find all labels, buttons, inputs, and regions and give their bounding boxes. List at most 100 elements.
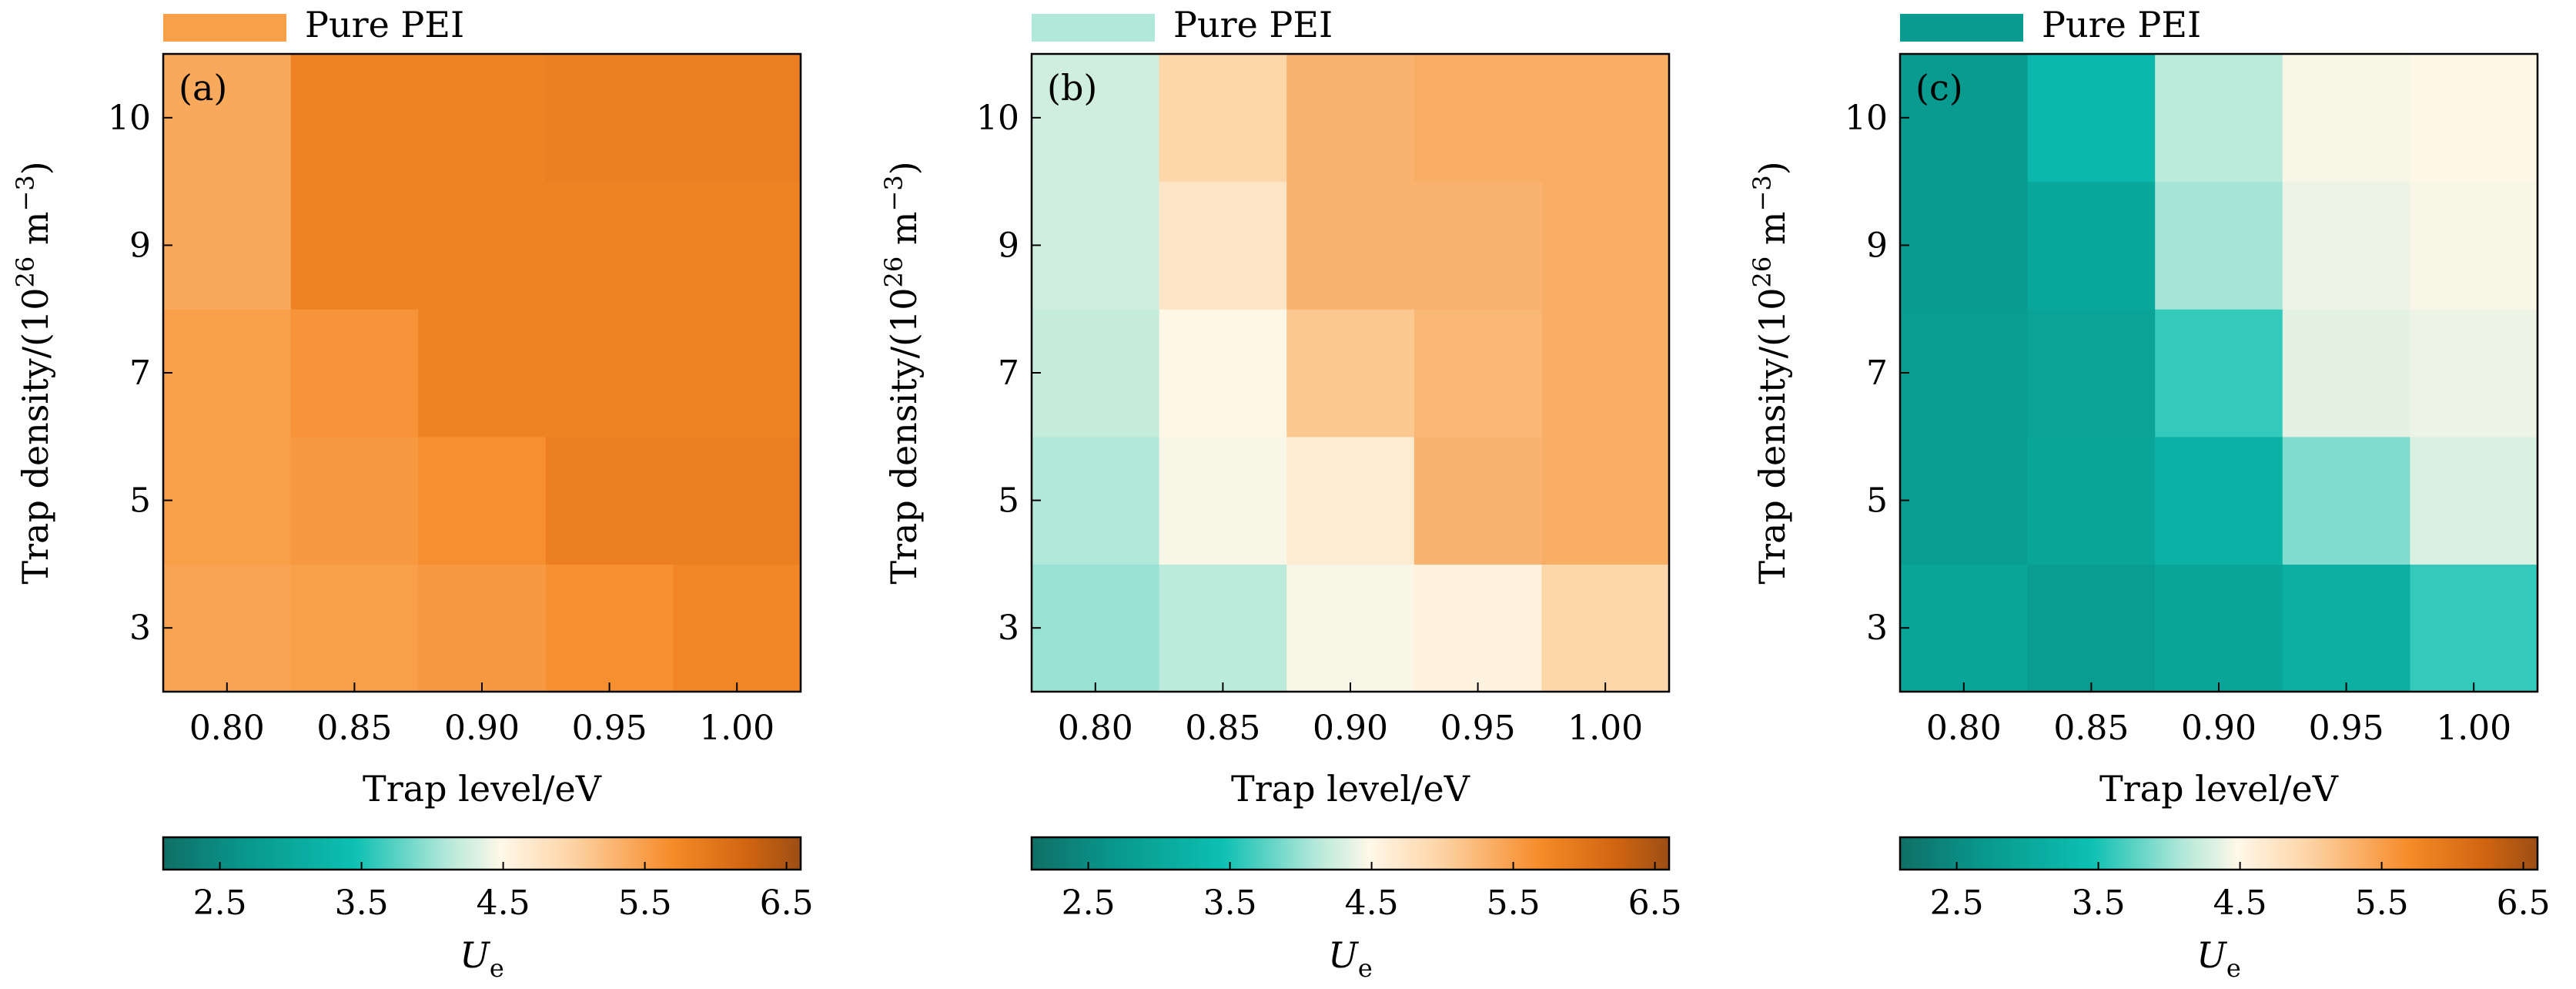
heatmap-cell bbox=[1900, 436, 2029, 565]
heatmap-cell bbox=[1032, 564, 1160, 692]
y-tick-label: 5 bbox=[129, 481, 151, 521]
legend-label: Pure PEI bbox=[2042, 4, 2201, 45]
y-label-main: Trap density/(10 bbox=[1751, 287, 1793, 584]
heatmap-panel-c: Pure PEI (c) 0.80 0.85 0.90 0.95 1.00 3 5 7 9 10 Tra… bbox=[1748, 4, 2551, 983]
heatmap-cell bbox=[1413, 181, 1542, 310]
heatmap-cell bbox=[1286, 309, 1415, 438]
heatmap-cell bbox=[673, 309, 801, 438]
y-axis-label: Trap density/(1026 m−3) bbox=[1748, 161, 1793, 584]
heatmap-cell bbox=[163, 181, 292, 310]
heatmap-cell bbox=[1541, 181, 1670, 310]
heatmap-cell bbox=[2155, 181, 2283, 310]
colorbar-label-sub: e bbox=[490, 954, 504, 983]
colorbar-tick-label: 5.5 bbox=[1487, 883, 1541, 923]
legend-swatch bbox=[163, 14, 286, 42]
x-tick-label: 0.85 bbox=[2053, 709, 2129, 748]
heatmap-cell bbox=[2027, 181, 2156, 310]
heatmap-cell bbox=[163, 564, 292, 692]
y-tick-label: 5 bbox=[998, 481, 1019, 521]
colorbar-label-main: U bbox=[460, 934, 491, 976]
heatmap-cell bbox=[1032, 181, 1160, 310]
heatmap-cell bbox=[1541, 54, 1670, 183]
heatmap-cell bbox=[1413, 54, 1542, 183]
x-tick-label: 0.90 bbox=[2181, 709, 2257, 748]
y-tick-label: 10 bbox=[1845, 99, 1888, 138]
heatmap-cell bbox=[545, 54, 674, 183]
y-label-exp1: 26 bbox=[1748, 256, 1777, 288]
y-tick-label: 3 bbox=[1866, 608, 1888, 648]
heatmap-cell bbox=[2027, 564, 2156, 692]
heatmap-cell bbox=[1541, 564, 1670, 692]
x-tick-label: 0.85 bbox=[316, 709, 392, 748]
colorbar-label-sub: e bbox=[1358, 954, 1373, 983]
colorbar-label: Ue bbox=[1328, 934, 1373, 983]
y-label-exp2: −3 bbox=[1748, 175, 1777, 211]
heatmap-cell bbox=[1413, 436, 1542, 565]
heatmap-cell bbox=[163, 54, 292, 183]
heatmap-panel-a: Pure PEI (a) 0.80 0.85 0.90 0.95 1.00 3 5 7 9 10 Tra… bbox=[11, 4, 814, 983]
heatmap-cell bbox=[545, 309, 674, 438]
heatmap-cell bbox=[163, 309, 292, 438]
x-axis-label: Trap level/eV bbox=[363, 768, 602, 810]
x-tick-label: 1.00 bbox=[1567, 709, 1643, 748]
heatmap-cell bbox=[1032, 436, 1160, 565]
heatmap-cell bbox=[2410, 564, 2538, 692]
legend-label: Pure PEI bbox=[1173, 4, 1333, 45]
heatmap-cell bbox=[418, 436, 547, 565]
heatmap-cell bbox=[1032, 309, 1160, 438]
colorbar-label: Ue bbox=[2196, 934, 2241, 983]
heatmap-cell bbox=[2027, 54, 2156, 183]
heatmap-cell bbox=[290, 564, 419, 692]
heatmap-cell bbox=[2282, 564, 2410, 692]
colorbar-label-main: U bbox=[1328, 934, 1360, 976]
y-label-exp2: −3 bbox=[879, 175, 908, 211]
heatmap-cell bbox=[1900, 181, 2029, 310]
colorbar-tick-label: 3.5 bbox=[1203, 883, 1257, 923]
y-label-end: ) bbox=[883, 161, 925, 175]
legend-label: Pure PEI bbox=[305, 4, 464, 45]
colorbar-label: Ue bbox=[460, 934, 504, 983]
y-label-mid: m bbox=[883, 211, 925, 256]
y-label-end: ) bbox=[1751, 161, 1793, 175]
heatmap-cell bbox=[290, 436, 419, 565]
heatmap-cell bbox=[673, 436, 801, 565]
colorbar-tick-label: 2.5 bbox=[193, 883, 247, 923]
heatmap-cell bbox=[673, 564, 801, 692]
colorbar-tick-label: 5.5 bbox=[618, 883, 672, 923]
colorbar-tick-label: 2.5 bbox=[1930, 883, 1984, 923]
x-tick-label: 0.80 bbox=[1926, 709, 2002, 748]
heatmap-cell bbox=[1159, 309, 1287, 438]
y-tick-label: 10 bbox=[976, 99, 1019, 138]
heatmap-cell bbox=[1413, 309, 1542, 438]
colorbar-tick-label: 5.5 bbox=[2355, 883, 2409, 923]
colorbar bbox=[1030, 836, 1671, 871]
heatmap-cell bbox=[1286, 181, 1415, 310]
heatmap-cell bbox=[1032, 54, 1160, 183]
x-tick-label: 0.80 bbox=[189, 709, 265, 748]
heatmap-cell bbox=[418, 54, 547, 183]
heatmap-cell bbox=[673, 181, 801, 310]
colorbar-tick-label: 4.5 bbox=[2213, 883, 2267, 923]
legend-swatch bbox=[1032, 14, 1155, 42]
heatmap-panel-b: Pure PEI (b) 0.80 0.85 0.90 0.95 1.00 3 5 7 9 10 Tra… bbox=[879, 4, 1682, 983]
y-tick-label: 7 bbox=[1866, 354, 1888, 393]
y-label-mid: m bbox=[1751, 211, 1793, 256]
colorbar-tick-label: 3.5 bbox=[335, 883, 389, 923]
heatmap-cell bbox=[2282, 309, 2410, 438]
heatmap-cell bbox=[2410, 309, 2538, 438]
heatmap-cell bbox=[1286, 54, 1415, 183]
heatmap-cell bbox=[2027, 309, 2156, 438]
heatmap-cell bbox=[1159, 181, 1287, 310]
legend-swatch bbox=[1900, 14, 2023, 42]
heatmap-cell bbox=[163, 436, 292, 565]
y-tick-label: 9 bbox=[1866, 226, 1888, 265]
heatmap-cell bbox=[2155, 309, 2283, 438]
heatmap-cell bbox=[1541, 436, 1670, 565]
x-tick-label: 0.85 bbox=[1185, 709, 1260, 748]
y-axis-label: Trap density/(1026 m−3) bbox=[879, 161, 925, 584]
y-tick-label: 3 bbox=[129, 608, 151, 648]
heatmap-cell bbox=[673, 54, 801, 183]
colorbar-tick-label: 6.5 bbox=[760, 883, 814, 923]
heatmap-cell bbox=[1541, 309, 1670, 438]
heatmap-cell bbox=[418, 309, 547, 438]
